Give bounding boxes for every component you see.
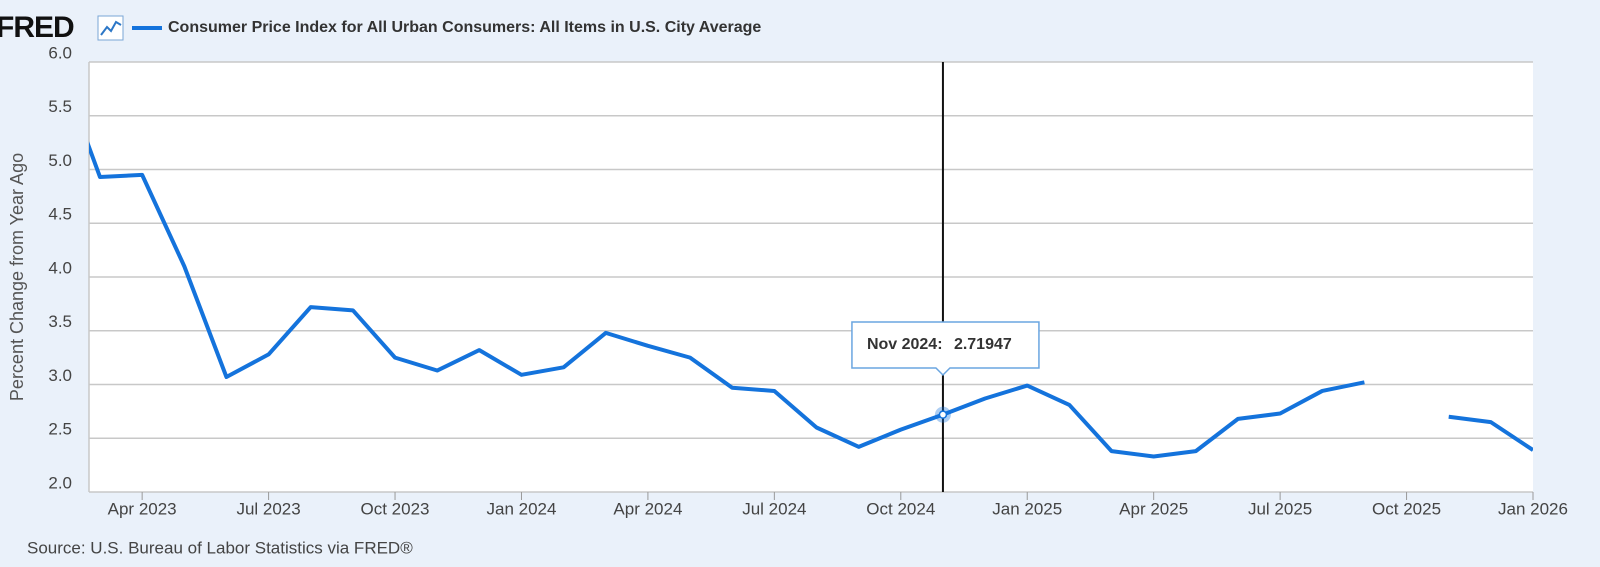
y-tick-label: 4.0 [48,258,72,277]
y-tick-label: 3.5 [48,312,72,331]
y-tick-label: 3.0 [48,366,72,385]
y-tick-label: 5.5 [48,97,72,116]
x-tick-label: Jul 2024 [742,499,806,518]
x-tick-label: Jul 2025 [1248,499,1312,518]
icon-frame [97,15,124,41]
brand-logo[interactable]: FRED [0,11,75,44]
source-note: Source: U.S. Bureau of Labor Statistics … [27,538,413,557]
tooltip-value: 2.71947 [954,336,1012,353]
x-tick-label: Jan 2025 [992,499,1062,518]
y-tick-label: 6.0 [48,43,72,62]
x-tick-label: Apr 2025 [1119,499,1188,518]
y-tick-label: 5.0 [48,151,72,170]
hover-dot [938,410,948,419]
data-line [89,141,1533,459]
x-tick-label: Apr 2024 [613,499,682,518]
tooltip: Nov 2024: 2.71947 [851,321,1040,377]
x-tick-label: Jan 2026 [1498,499,1568,518]
x-tick-label: Oct 2024 [866,499,935,518]
y-tick-label: 2.0 [48,473,72,492]
y-axis-label: Percent Change from Year Ago [7,153,27,401]
tooltip-box [851,321,1040,377]
legend-label[interactable]: Consumer Price Index for All Urban Consu… [168,19,761,36]
icon-line [100,20,122,36]
x-tick-label: Jul 2023 [236,499,300,518]
y-tick-label: 4.5 [48,205,72,224]
graph-icon[interactable] [97,15,124,41]
x-tick-label: Oct 2023 [361,499,430,518]
x-tick-label: Oct 2025 [1372,499,1441,518]
x-tick-label: Apr 2023 [108,499,177,518]
y-tick-label: 2.5 [48,420,72,439]
x-tick-label: Jan 2024 [486,499,556,518]
tooltip-label: Nov 2024: [867,336,943,353]
